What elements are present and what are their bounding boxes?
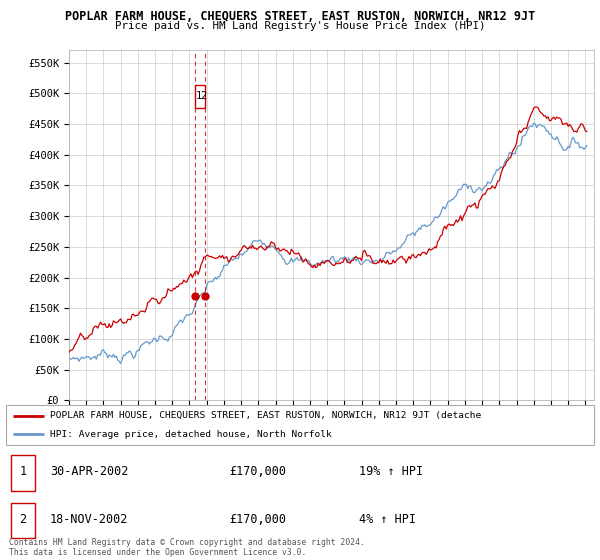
Text: 19% ↑ HPI: 19% ↑ HPI [359,465,423,478]
Text: 2: 2 [200,91,207,101]
Text: 30-APR-2002: 30-APR-2002 [50,465,128,478]
FancyBboxPatch shape [11,455,35,491]
Text: £170,000: £170,000 [229,465,286,478]
Text: 1: 1 [19,465,26,478]
FancyBboxPatch shape [11,503,35,539]
Text: Price paid vs. HM Land Registry's House Price Index (HPI): Price paid vs. HM Land Registry's House … [115,21,485,31]
Text: 18-NOV-2002: 18-NOV-2002 [50,513,128,526]
FancyBboxPatch shape [195,85,205,108]
Text: POPLAR FARM HOUSE, CHEQUERS STREET, EAST RUSTON, NORWICH, NR12 9JT (detache: POPLAR FARM HOUSE, CHEQUERS STREET, EAST… [50,411,481,420]
Text: POPLAR FARM HOUSE, CHEQUERS STREET, EAST RUSTON, NORWICH, NR12 9JT: POPLAR FARM HOUSE, CHEQUERS STREET, EAST… [65,10,535,23]
Text: £170,000: £170,000 [229,513,286,526]
Text: Contains HM Land Registry data © Crown copyright and database right 2024.
This d: Contains HM Land Registry data © Crown c… [9,538,365,557]
Text: 4% ↑ HPI: 4% ↑ HPI [359,513,416,526]
Text: HPI: Average price, detached house, North Norfolk: HPI: Average price, detached house, Nort… [50,430,332,439]
FancyBboxPatch shape [6,405,594,445]
Text: 1: 1 [196,91,202,101]
Text: 2: 2 [19,513,26,526]
